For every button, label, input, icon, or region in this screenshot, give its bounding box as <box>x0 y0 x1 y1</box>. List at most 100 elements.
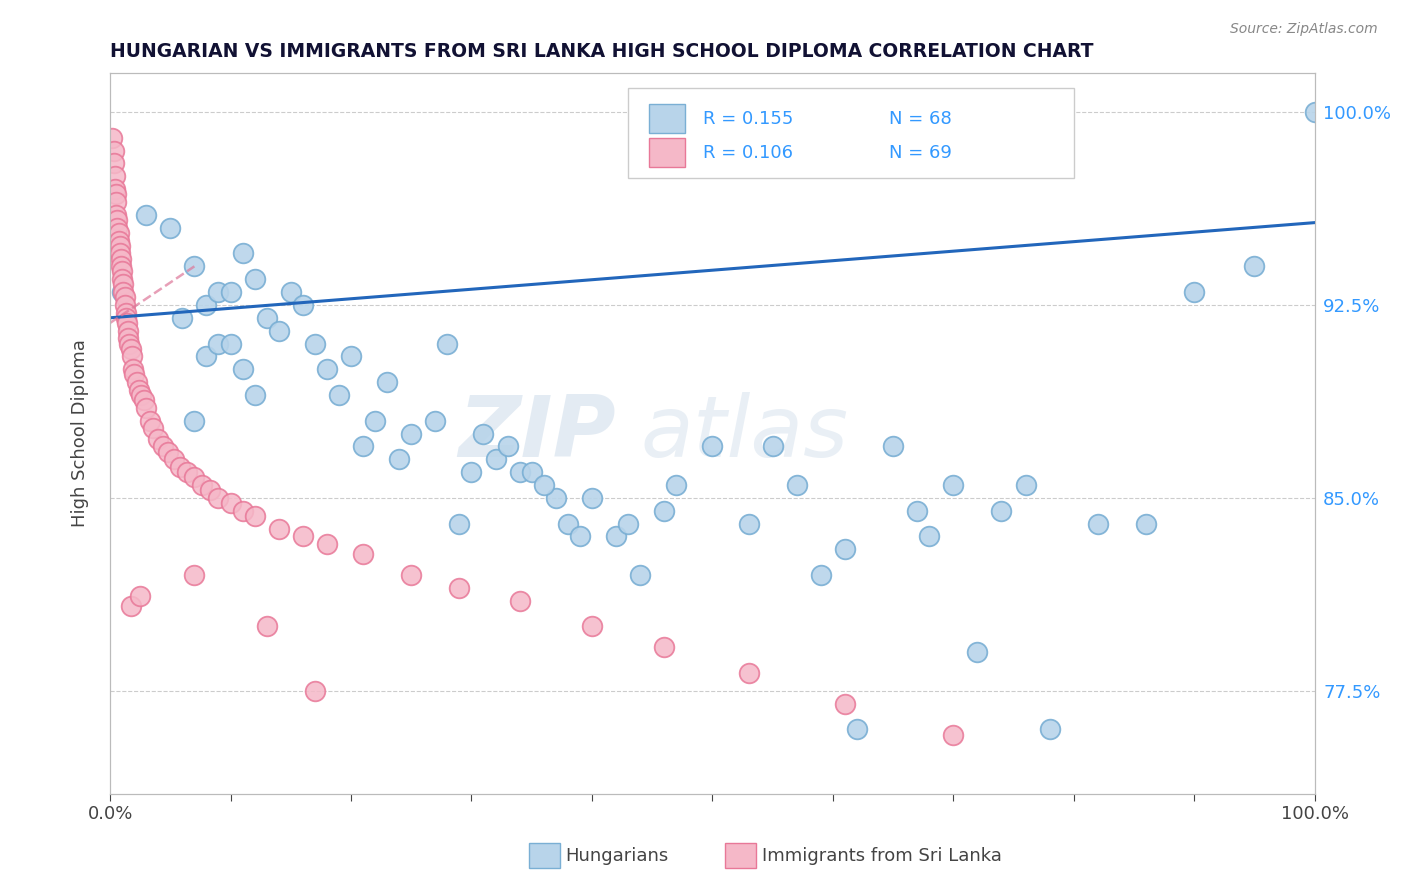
Point <box>1087 516 1109 531</box>
Point <box>207 285 229 299</box>
Point <box>232 504 254 518</box>
Point <box>966 645 988 659</box>
Point <box>280 285 302 299</box>
Point <box>108 239 131 253</box>
Text: R = 0.155: R = 0.155 <box>703 110 793 128</box>
Point <box>107 234 129 248</box>
Point <box>810 568 832 582</box>
Point <box>399 568 422 582</box>
Point <box>665 478 688 492</box>
Text: Hungarians: Hungarians <box>565 847 668 865</box>
Point <box>219 496 242 510</box>
Point <box>129 589 152 603</box>
Point <box>105 187 128 202</box>
Point <box>316 362 339 376</box>
Point <box>484 452 506 467</box>
Text: ZIP: ZIP <box>458 392 616 475</box>
Point <box>104 169 127 184</box>
Text: N = 68: N = 68 <box>890 110 952 128</box>
Point <box>460 465 482 479</box>
Point <box>135 208 157 222</box>
Point <box>114 306 136 320</box>
Point <box>520 465 543 479</box>
Point <box>112 277 135 292</box>
Point <box>232 246 254 260</box>
Point <box>834 542 856 557</box>
Point <box>834 697 856 711</box>
Point <box>156 444 179 458</box>
Point <box>117 331 139 345</box>
Text: N = 69: N = 69 <box>890 144 952 161</box>
Point <box>737 516 759 531</box>
Point <box>114 310 136 325</box>
Point <box>120 599 142 613</box>
Point <box>316 537 339 551</box>
Point <box>176 465 198 479</box>
Text: Immigrants from Sri Lanka: Immigrants from Sri Lanka <box>762 847 1002 865</box>
Point <box>135 401 157 415</box>
Text: Source: ZipAtlas.com: Source: ZipAtlas.com <box>1230 22 1378 37</box>
Text: HUNGARIAN VS IMMIGRANTS FROM SRI LANKA HIGH SCHOOL DIPLOMA CORRELATION CHART: HUNGARIAN VS IMMIGRANTS FROM SRI LANKA H… <box>110 42 1094 61</box>
Point <box>425 414 447 428</box>
Point <box>267 324 290 338</box>
Point <box>509 593 531 607</box>
Point <box>122 362 145 376</box>
Point <box>882 439 904 453</box>
Point <box>304 336 326 351</box>
Point <box>128 383 150 397</box>
Point <box>243 272 266 286</box>
Text: atlas: atlas <box>640 392 848 475</box>
Point <box>652 640 675 654</box>
Point <box>291 529 314 543</box>
Point <box>112 285 135 299</box>
Point <box>544 491 567 505</box>
Point <box>762 439 785 453</box>
Point <box>845 723 868 737</box>
Point <box>132 393 155 408</box>
Point <box>449 581 471 595</box>
Point <box>172 310 194 325</box>
Point <box>115 316 138 330</box>
Point <box>399 426 422 441</box>
Point <box>617 516 640 531</box>
Point <box>219 336 242 351</box>
Point <box>364 414 387 428</box>
Point <box>118 336 141 351</box>
Point <box>105 195 128 210</box>
Point <box>107 226 129 240</box>
Point <box>131 388 153 402</box>
Point <box>111 285 134 299</box>
Point <box>509 465 531 479</box>
Point <box>243 388 266 402</box>
Point <box>169 460 191 475</box>
Point <box>190 478 212 492</box>
Point <box>110 252 132 266</box>
Point <box>942 727 965 741</box>
Point <box>125 375 148 389</box>
Point <box>105 208 128 222</box>
Point <box>122 368 145 382</box>
Point <box>142 421 165 435</box>
Point <box>111 272 134 286</box>
Point <box>737 665 759 680</box>
Point <box>104 182 127 196</box>
Point <box>918 529 941 543</box>
Point <box>117 324 139 338</box>
Point <box>256 619 278 633</box>
Point <box>1135 516 1157 531</box>
Point <box>1182 285 1205 299</box>
Point <box>786 478 808 492</box>
Point <box>1039 723 1062 737</box>
Point <box>195 298 218 312</box>
Point <box>103 156 125 170</box>
Text: R = 0.106: R = 0.106 <box>703 144 793 161</box>
Point <box>163 452 186 467</box>
Point <box>557 516 579 531</box>
Point <box>533 478 555 492</box>
Point <box>267 522 290 536</box>
Point <box>702 439 724 453</box>
Point <box>990 504 1012 518</box>
Point <box>472 426 495 441</box>
Point <box>183 414 205 428</box>
Point <box>905 504 928 518</box>
